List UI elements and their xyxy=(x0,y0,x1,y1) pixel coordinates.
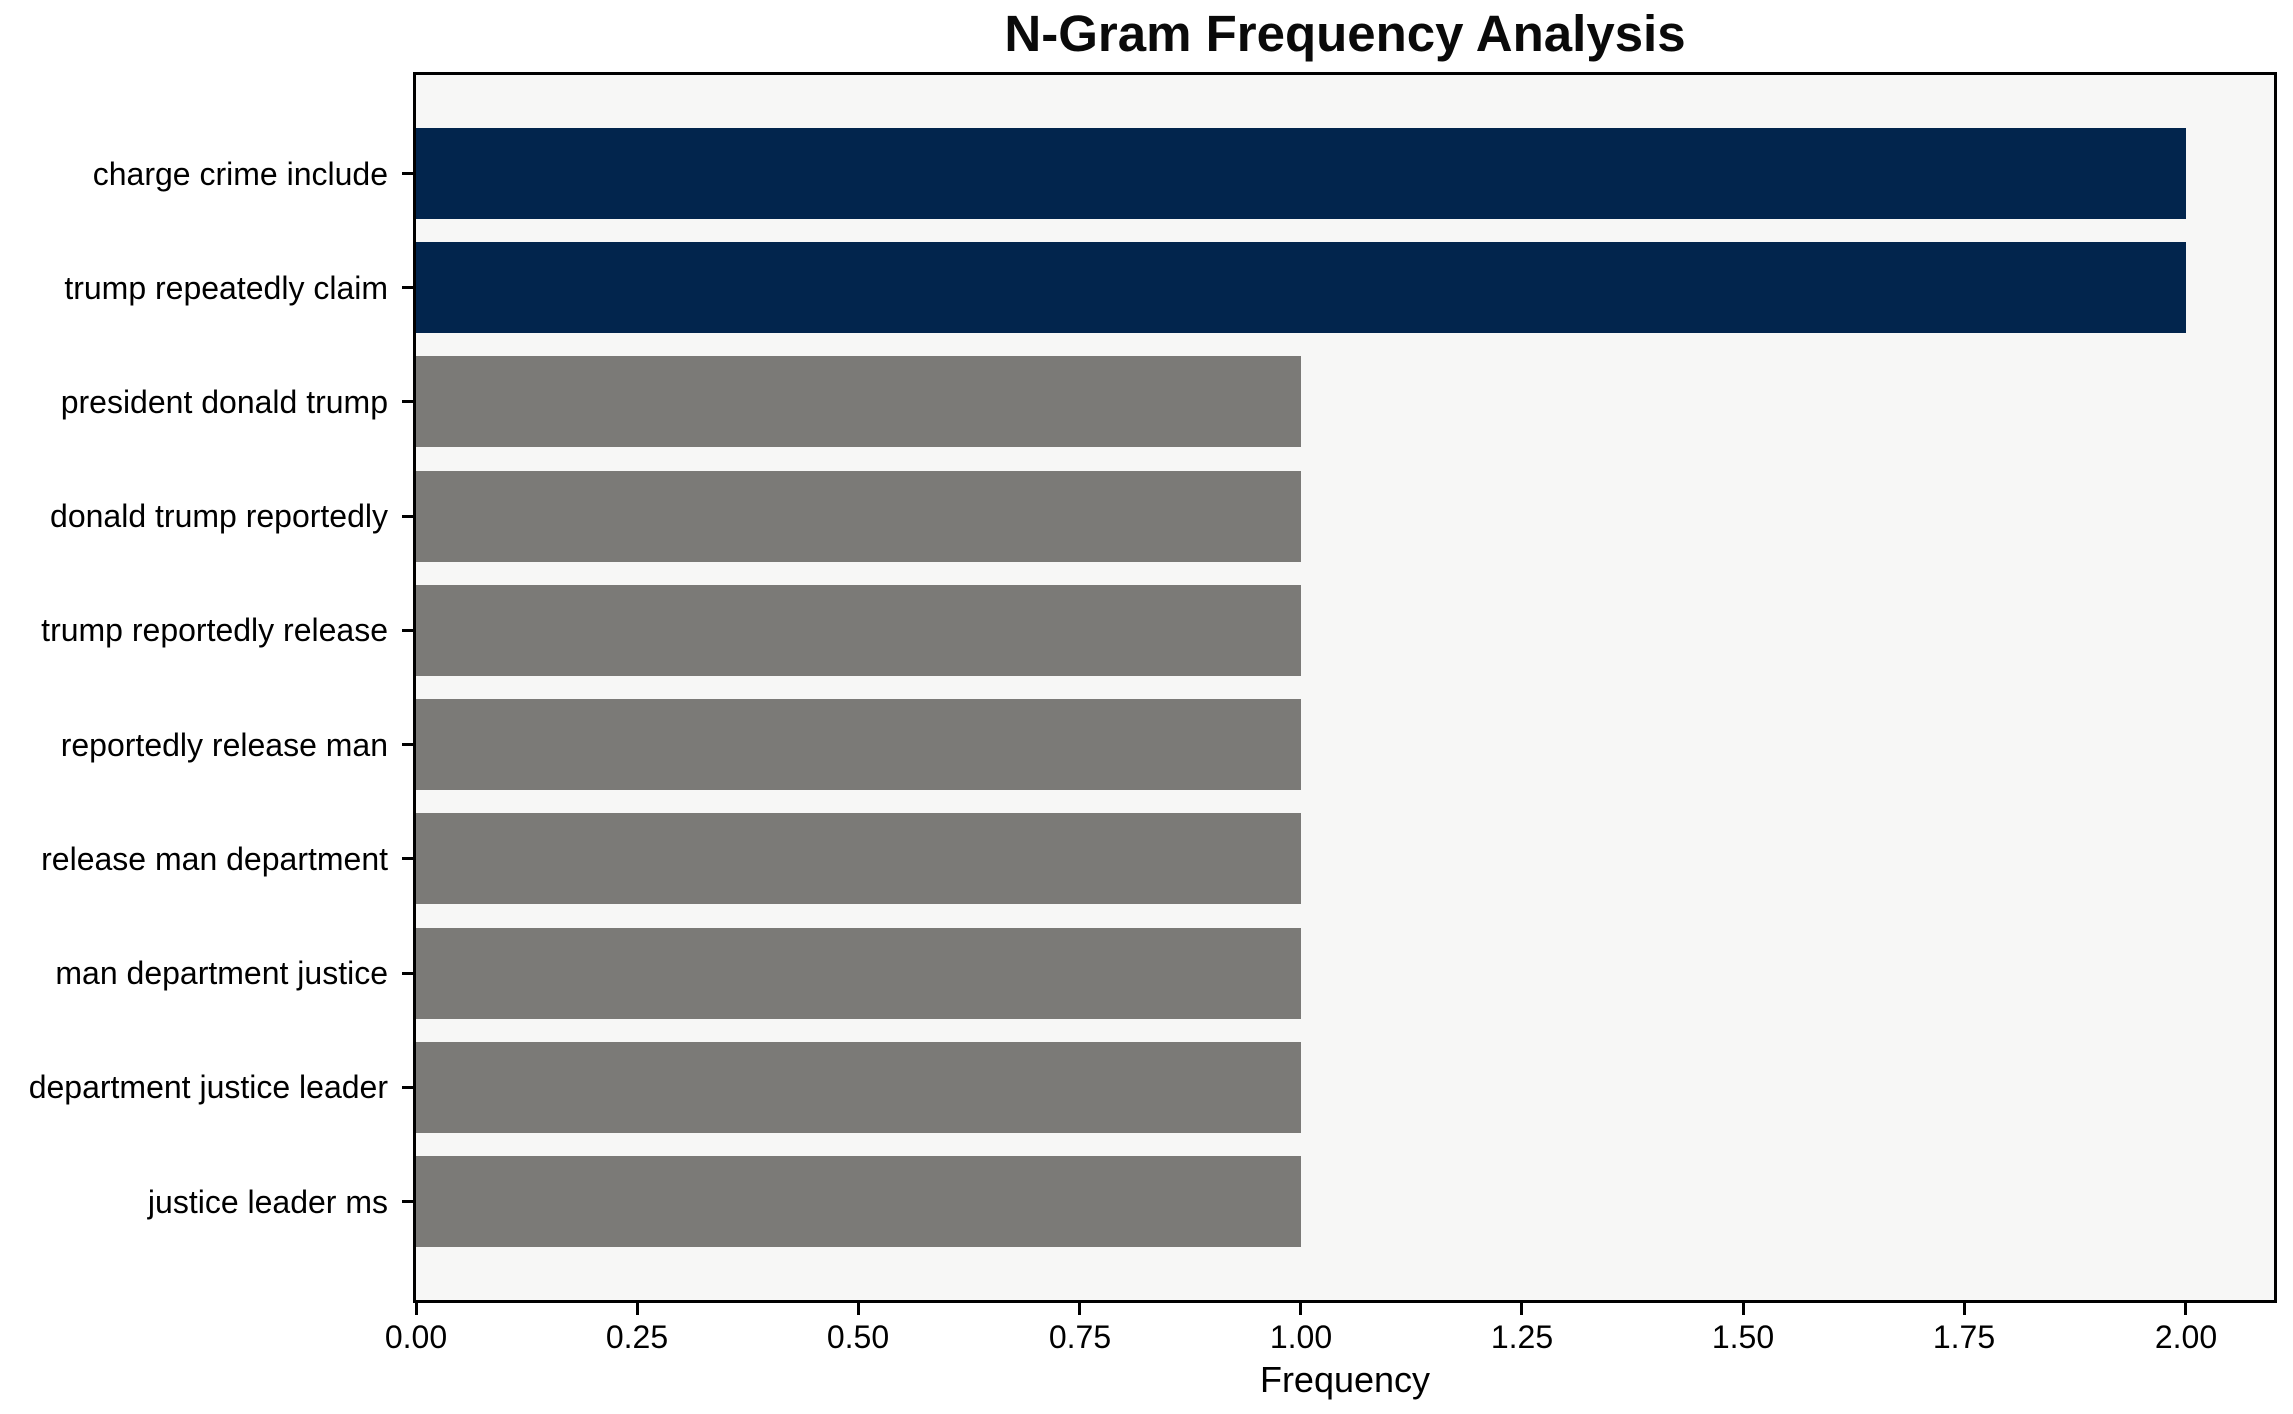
bar xyxy=(416,1041,1301,1133)
y-tick-label: justice leader ms xyxy=(147,1184,388,1220)
x-tick-mark xyxy=(636,1303,639,1315)
x-tick-label: 2.00 xyxy=(2154,1319,2218,1355)
x-tick-label: 1.50 xyxy=(1711,1319,1775,1355)
x-tick-mark xyxy=(1520,1303,1523,1315)
bar xyxy=(416,356,1301,448)
y-tick-mark xyxy=(402,857,413,860)
bar xyxy=(416,813,1301,905)
chart-title: N-Gram Frequency Analysis xyxy=(1004,5,1686,62)
y-tick-label: trump reportedly release xyxy=(41,612,388,648)
x-tick-label: 0.25 xyxy=(605,1319,669,1355)
y-tick-label: reportedly release man xyxy=(60,727,388,763)
bar xyxy=(416,927,1301,1019)
bar xyxy=(416,470,1301,562)
x-tick-label: 1.00 xyxy=(1269,1319,1333,1355)
y-tick-mark xyxy=(402,972,413,975)
y-tick-mark xyxy=(402,743,413,746)
x-tick-mark xyxy=(1078,1303,1081,1315)
y-tick-label: donald trump reportedly xyxy=(50,498,388,534)
y-tick-label: man department justice xyxy=(55,955,388,991)
y-tick-label: release man department xyxy=(41,841,388,877)
x-tick-mark xyxy=(1963,1303,1966,1315)
y-tick-mark xyxy=(402,172,413,175)
y-tick-label: charge crime include xyxy=(92,156,388,192)
x-tick-mark xyxy=(2184,1303,2187,1315)
x-tick-mark xyxy=(415,1303,418,1315)
x-tick-label: 0.50 xyxy=(826,1319,890,1355)
bar xyxy=(416,584,1301,676)
x-tick-label: 1.25 xyxy=(1490,1319,1554,1355)
y-tick-label: department justice leader xyxy=(28,1069,388,1105)
x-tick-mark xyxy=(857,1303,860,1315)
y-tick-label: president donald trump xyxy=(60,384,388,420)
bar xyxy=(416,699,1301,791)
y-tick-mark xyxy=(402,286,413,289)
y-tick-mark xyxy=(402,629,413,632)
bar xyxy=(416,1156,1301,1247)
y-tick-mark xyxy=(402,1200,413,1203)
plot-area xyxy=(413,72,2277,1303)
y-tick-mark xyxy=(402,515,413,518)
y-tick-mark xyxy=(402,400,413,403)
bar xyxy=(416,242,2186,334)
bar xyxy=(416,128,2186,219)
x-tick-label: 1.75 xyxy=(1932,1319,1996,1355)
x-axis-label: Frequency xyxy=(1259,1359,1431,1400)
x-tick-label: 0.00 xyxy=(384,1319,448,1355)
y-tick-label: trump repeatedly claim xyxy=(64,270,388,306)
x-tick-mark xyxy=(1742,1303,1745,1315)
y-tick-mark xyxy=(402,1086,413,1089)
x-tick-mark xyxy=(1299,1303,1302,1315)
x-tick-label: 0.75 xyxy=(1048,1319,1112,1355)
